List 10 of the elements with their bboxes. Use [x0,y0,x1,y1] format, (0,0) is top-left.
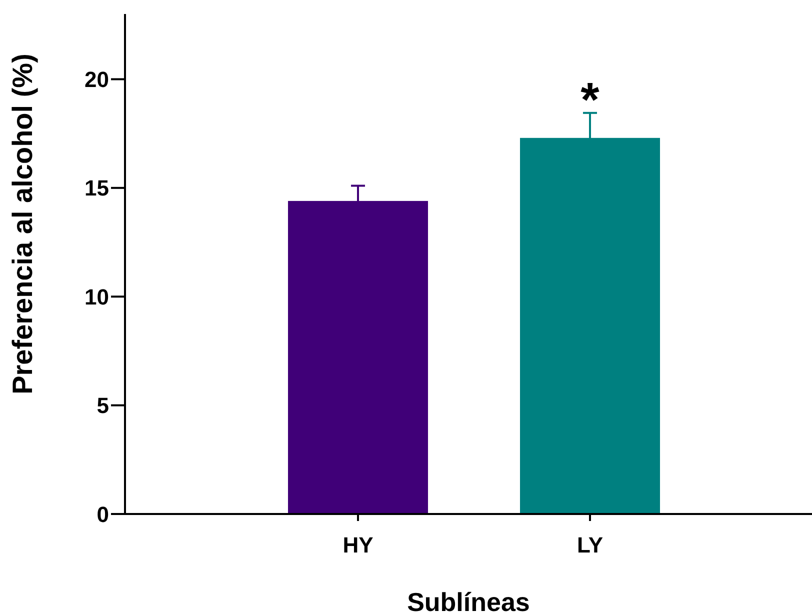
x-tick-label: HY [342,532,374,558]
y-tick-label: 15 [84,176,109,201]
x-tick-label: LY [576,532,604,558]
x-axis-title: Sublíneas [407,587,530,615]
y-tick-label: 10 [84,284,109,310]
y-tick-label: 20 [84,67,109,92]
y-tick-label: 5 [96,393,109,418]
y-axis-title: Preferencia al alcohol (%) [6,54,38,394]
y-tick-label: 0 [96,502,109,527]
annotation: * [580,74,600,127]
